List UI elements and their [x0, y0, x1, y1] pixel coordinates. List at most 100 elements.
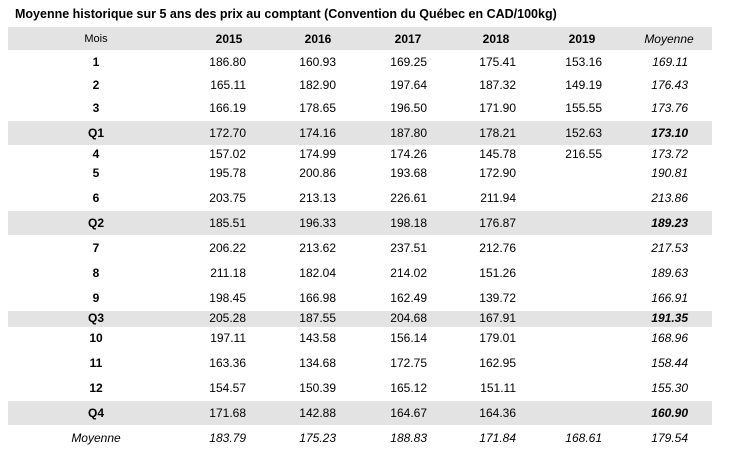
row-label: 9: [92, 291, 100, 305]
cell: 182.90: [299, 78, 336, 92]
cell: 197.64: [390, 78, 427, 92]
cell: 195.78: [209, 166, 246, 180]
cell: 172.90: [479, 166, 516, 180]
cell: 179.54: [651, 431, 688, 445]
cell: 160.93: [299, 55, 336, 69]
row-label: Moyenne: [71, 431, 121, 445]
cell: 149.19: [565, 78, 602, 92]
cell: 205.28: [209, 311, 246, 325]
cell: 165.11: [210, 78, 246, 92]
cell: 178.65: [299, 101, 336, 115]
cell: 134.68: [299, 356, 336, 370]
quarter-band: [8, 121, 712, 145]
cell: 172.70: [209, 126, 246, 140]
cell: 167.91: [479, 311, 516, 325]
cell: 172.75: [390, 356, 427, 370]
column-header: 2018: [482, 32, 510, 46]
row-label: 4: [92, 147, 100, 161]
cell: 237.51: [390, 241, 427, 255]
cell: 193.68: [390, 166, 427, 180]
row-label: 1: [92, 55, 100, 69]
cell: 174.99: [299, 147, 336, 161]
cell: 183.79: [209, 431, 246, 445]
cell: 151.11: [480, 381, 516, 395]
cell: 198.45: [209, 291, 246, 305]
header-band: [8, 27, 712, 50]
row-label: 3: [92, 101, 100, 115]
cell: 155.55: [565, 101, 602, 115]
cell: 226.61: [390, 191, 427, 205]
cell: 182.04: [299, 266, 336, 280]
quarter-band: [8, 311, 712, 327]
row-label: Q3: [87, 311, 104, 325]
row-label: 6: [92, 191, 100, 205]
cell: 196.50: [390, 101, 427, 115]
cell: 173.72: [651, 147, 688, 161]
row-label: 8: [92, 266, 100, 280]
cell: 216.55: [565, 147, 602, 161]
cell: 214.02: [390, 266, 427, 280]
cell: 155.30: [651, 381, 688, 395]
cell: 189.63: [651, 266, 688, 280]
row-label: Q4: [87, 406, 104, 420]
cell: 164.36: [479, 406, 516, 420]
cell: 179.01: [479, 331, 516, 345]
cell: 153.16: [565, 55, 602, 69]
column-header: 2016: [304, 32, 332, 46]
cell: 158.44: [651, 356, 688, 370]
cell: 162.95: [479, 356, 516, 370]
cell: 188.83: [390, 431, 427, 445]
cell: 150.39: [299, 381, 336, 395]
cell: 156.14: [390, 331, 427, 345]
table-title: Moyenne historique sur 5 ans des prix au…: [15, 7, 557, 21]
cell: 204.68: [390, 311, 427, 325]
cell: 211.18: [210, 266, 246, 280]
cell: 175.41: [479, 55, 516, 69]
column-header: Moyenne: [644, 32, 694, 46]
cell: 171.84: [479, 431, 516, 445]
column-header: 2019: [568, 32, 596, 46]
quarter-band: [8, 401, 712, 425]
cell: 175.23: [299, 431, 336, 445]
cell: 139.72: [479, 291, 516, 305]
row-label: 11: [89, 356, 103, 370]
cell: 142.88: [299, 406, 336, 420]
cell: 190.81: [651, 166, 688, 180]
cell: 145.78: [479, 147, 516, 161]
cell: 217.53: [651, 241, 688, 255]
cell: 163.36: [209, 356, 246, 370]
cell: 151.26: [479, 266, 516, 280]
cell: 143.58: [299, 331, 336, 345]
quarter-band: [8, 211, 712, 235]
cell: 174.26: [390, 147, 427, 161]
cell: 171.68: [209, 406, 246, 420]
column-header: Mois: [84, 33, 108, 45]
cell: 162.49: [390, 291, 427, 305]
cell: 154.57: [209, 381, 246, 395]
cell: 211.94: [480, 191, 516, 205]
cell: 168.61: [565, 431, 602, 445]
row-label: 7: [92, 241, 100, 255]
cell: 203.75: [209, 191, 246, 205]
cell: 166.19: [209, 101, 246, 115]
cell: 174.16: [299, 126, 336, 140]
cell: 169.11: [652, 55, 688, 69]
cell: 176.87: [479, 216, 516, 230]
cell: 166.91: [651, 291, 688, 305]
cell: 160.90: [651, 406, 688, 420]
cell: 206.22: [209, 241, 246, 255]
cell: 196.33: [299, 216, 336, 230]
cell: 176.43: [651, 78, 688, 92]
cell: 171.90: [479, 101, 516, 115]
row-label: 5: [92, 166, 100, 180]
cell: 166.98: [299, 291, 336, 305]
cell: 157.02: [209, 147, 246, 161]
cell: 168.96: [651, 331, 688, 345]
cell: 185.51: [209, 216, 246, 230]
cell: 186.80: [209, 55, 246, 69]
cell: 191.35: [651, 311, 688, 325]
cell: 187.32: [479, 78, 516, 92]
row-label: 12: [89, 381, 103, 395]
cell: 178.21: [479, 126, 516, 140]
